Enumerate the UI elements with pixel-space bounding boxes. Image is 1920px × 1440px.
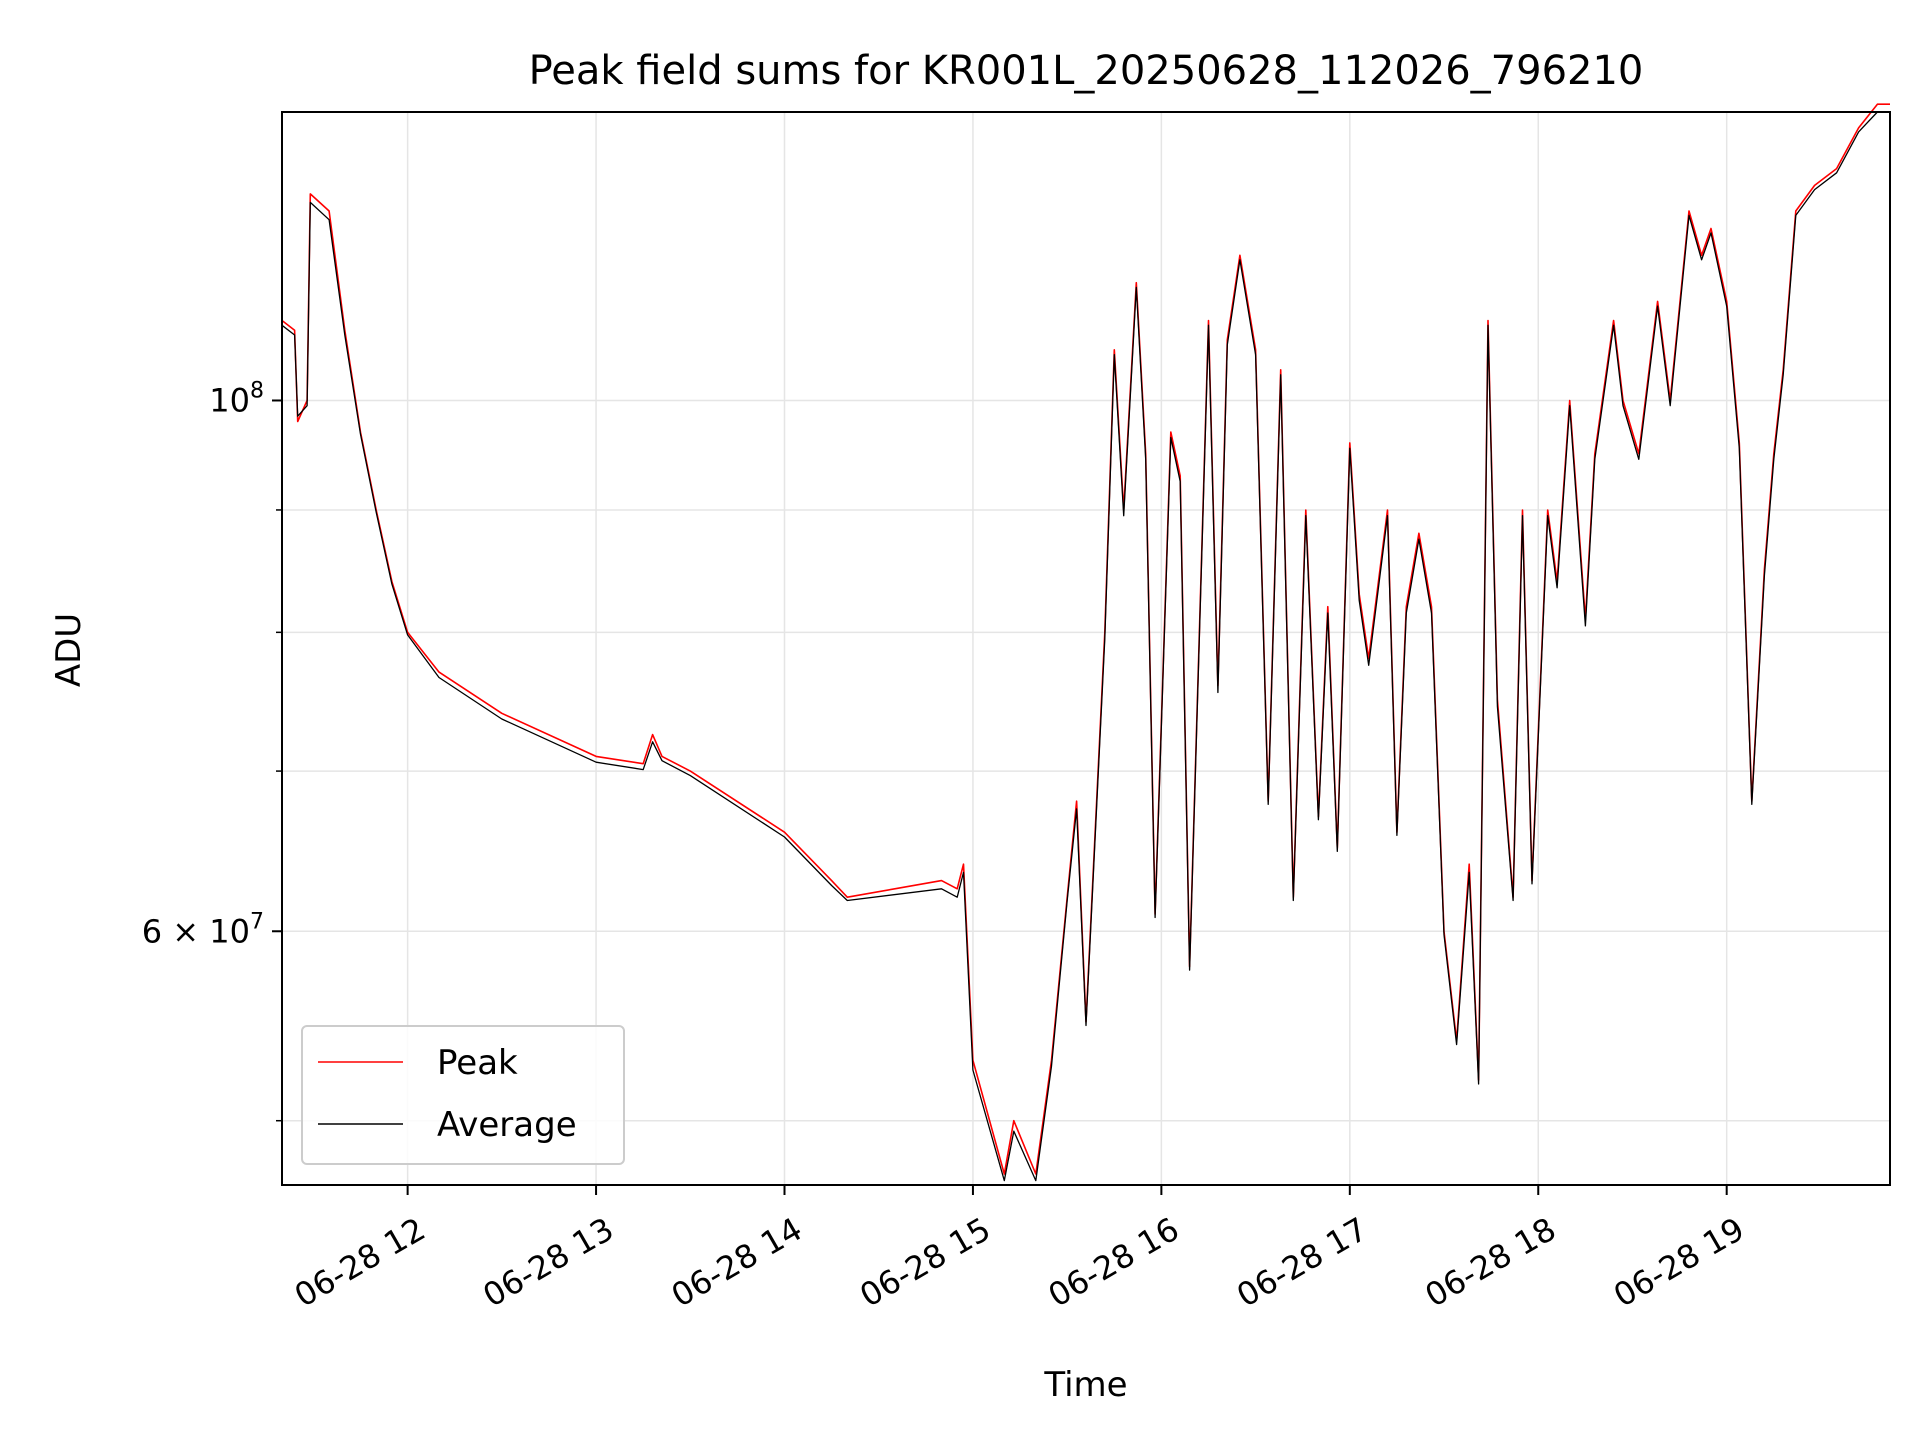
legend-box	[301, 1025, 625, 1165]
chart-title: Peak field sums for KR001L_20250628_1120…	[529, 48, 1644, 94]
y-tick-label: 108	[209, 378, 264, 419]
y-axis-label: ADU	[49, 613, 89, 687]
series-line-average	[281, 111, 1890, 1182]
plot-frame	[281, 111, 1891, 1186]
legend: Peak Average	[301, 1025, 625, 1165]
x-axis-label: Time	[1043, 1365, 1127, 1405]
legend-label-average: Average	[437, 1105, 577, 1145]
grid-lines	[282, 112, 1890, 1185]
y-axis: 108 6 × 107	[142, 378, 282, 1122]
series-layer	[281, 103, 1890, 1182]
legend-label-peak: Peak	[437, 1043, 518, 1083]
y-tick-label: 6 × 107	[142, 909, 264, 950]
